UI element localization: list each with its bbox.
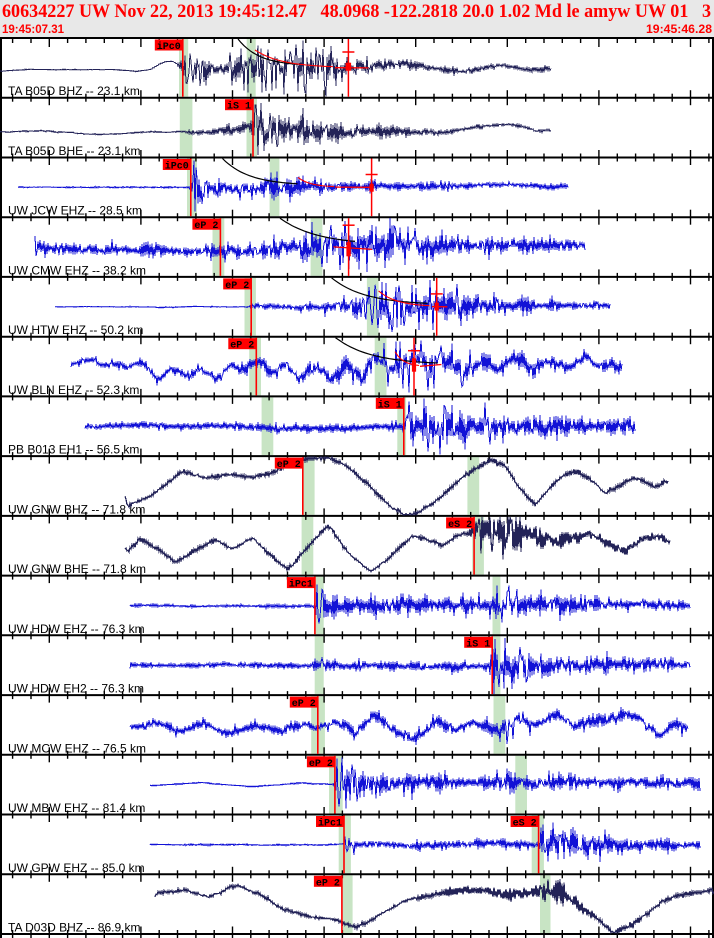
svg-text:eP 2: eP 2 bbox=[309, 759, 333, 770]
svg-text:UW GNW BHZ -- 71.8 km: UW GNW BHZ -- 71.8 km bbox=[8, 502, 145, 516]
svg-text:eS 2: eS 2 bbox=[448, 520, 472, 531]
svg-text:eP 2: eP 2 bbox=[194, 221, 218, 232]
svg-text:19:45:46.28: 19:45:46.28 bbox=[646, 22, 712, 36]
svg-text:UW CMW EHZ -- 38.2 km: UW CMW EHZ -- 38.2 km bbox=[8, 263, 146, 277]
svg-text:TA D03D BHZ -- 86.9 km: TA D03D BHZ -- 86.9 km bbox=[8, 921, 140, 935]
svg-text:iPc0: iPc0 bbox=[157, 41, 181, 53]
svg-text:UW MBW EHZ -- 81.4 km: UW MBW EHZ -- 81.4 km bbox=[8, 801, 145, 815]
svg-text:iPc0: iPc0 bbox=[165, 161, 189, 173]
svg-text:iS 1: iS 1 bbox=[466, 638, 490, 650]
svg-text:UW HTW EHZ -- 50.2 km: UW HTW EHZ -- 50.2 km bbox=[8, 323, 143, 337]
svg-text:UW MCW EHZ -- 76.5 km: UW MCW EHZ -- 76.5 km bbox=[8, 741, 146, 755]
svg-text:TA B05D BHE -- 23.1 km: TA B05D BHE -- 23.1 km bbox=[8, 144, 141, 158]
svg-text:iS 1: iS 1 bbox=[378, 399, 402, 411]
svg-text:iS 1: iS 1 bbox=[227, 101, 251, 113]
svg-text:UW JCW EHZ -- 28.5 km: UW JCW EHZ -- 28.5 km bbox=[8, 204, 142, 218]
svg-text:eP 2: eP 2 bbox=[316, 878, 340, 889]
svg-text:UW HDW EH2 -- 76.3 km: UW HDW EH2 -- 76.3 km bbox=[8, 682, 144, 696]
svg-text:UW BLN EHZ -- 52.3 km: UW BLN EHZ -- 52.3 km bbox=[8, 383, 139, 397]
svg-text:iPc1: iPc1 bbox=[289, 579, 313, 591]
svg-text:UW HDW EHZ -- 76.3 km: UW HDW EHZ -- 76.3 km bbox=[8, 622, 145, 636]
svg-text:eP 2: eP 2 bbox=[225, 281, 249, 292]
svg-text:eS 2: eS 2 bbox=[513, 819, 537, 830]
svg-text:eP 2: eP 2 bbox=[292, 699, 316, 710]
svg-text:TA B05D BHZ -- 23.1 km: TA B05D BHZ -- 23.1 km bbox=[8, 84, 140, 98]
svg-text:UW GPW EHZ -- 85.0 km: UW GPW EHZ -- 85.0 km bbox=[8, 861, 145, 875]
svg-text:60634227 UW Nov 22, 2013 19:45: 60634227 UW Nov 22, 2013 19:45:12.47 48.… bbox=[2, 2, 711, 22]
svg-text:iPc1: iPc1 bbox=[318, 818, 342, 830]
svg-text:PB B013 EH1 -- 56.5 km: PB B013 EH1 -- 56.5 km bbox=[8, 443, 139, 457]
svg-text:eP 2: eP 2 bbox=[277, 460, 301, 471]
svg-text:eP 2: eP 2 bbox=[230, 341, 254, 352]
svg-text:19:45:07.31: 19:45:07.31 bbox=[2, 22, 64, 36]
svg-text:UW GNW BHE -- 71.8 km: UW GNW BHE -- 71.8 km bbox=[8, 562, 146, 576]
